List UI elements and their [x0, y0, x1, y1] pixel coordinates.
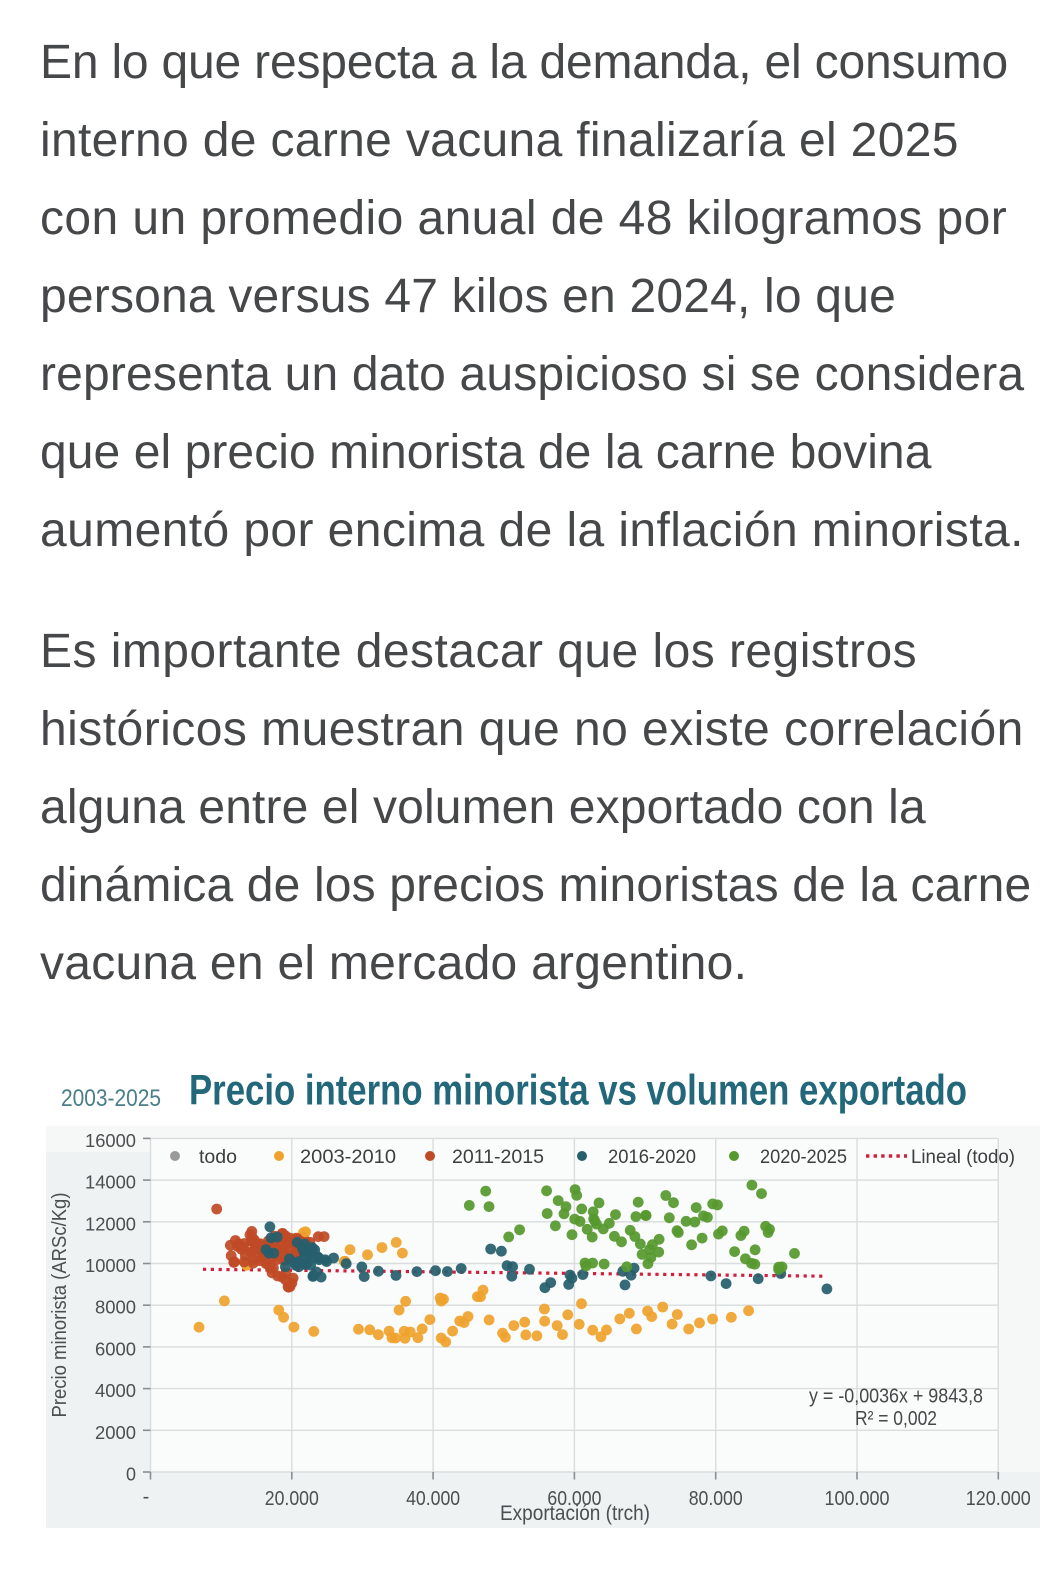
svg-text:120.000: 120.000 [966, 1488, 1031, 1510]
svg-text:14000: 14000 [85, 1172, 136, 1193]
svg-text:-: - [143, 1486, 150, 1508]
svg-text:10000: 10000 [85, 1255, 136, 1276]
svg-text:0: 0 [126, 1464, 136, 1485]
svg-text:2003-2010: 2003-2010 [300, 1147, 396, 1168]
svg-text:Precio minorista (ARSc/Kg): Precio minorista (ARSc/Kg) [49, 1193, 71, 1418]
svg-text:2011-2015: 2011-2015 [452, 1147, 544, 1168]
svg-text:80.000: 80.000 [689, 1488, 743, 1510]
svg-text:Exportación (trch): Exportación (trch) [500, 1502, 650, 1525]
svg-text:R² = 0,002: R² = 0,002 [855, 1408, 937, 1430]
svg-text:16000: 16000 [85, 1130, 136, 1151]
svg-text:2016-2020: 2016-2020 [608, 1147, 696, 1168]
svg-text:12000: 12000 [85, 1213, 136, 1234]
svg-text:2000: 2000 [95, 1422, 136, 1443]
svg-text:Lineal (todo): Lineal (todo) [911, 1147, 1015, 1168]
svg-text:2020-2025: 2020-2025 [760, 1147, 847, 1168]
svg-text:100.000: 100.000 [825, 1488, 890, 1510]
svg-text:8000: 8000 [95, 1297, 136, 1318]
svg-text:todo: todo [199, 1147, 237, 1168]
svg-text:20.000: 20.000 [265, 1488, 319, 1510]
svg-text:Precio interno minorista vs vo: Precio interno minorista vs volumen expo… [189, 1068, 967, 1115]
svg-text:40.000: 40.000 [406, 1488, 460, 1510]
svg-text:y = -0,0036x + 9843,8: y = -0,0036x + 9843,8 [809, 1386, 983, 1408]
svg-text:4000: 4000 [95, 1380, 136, 1401]
svg-text:2003-2025: 2003-2025 [61, 1085, 161, 1112]
svg-text:6000: 6000 [95, 1338, 136, 1359]
svg-text:60.000: 60.000 [547, 1488, 601, 1510]
